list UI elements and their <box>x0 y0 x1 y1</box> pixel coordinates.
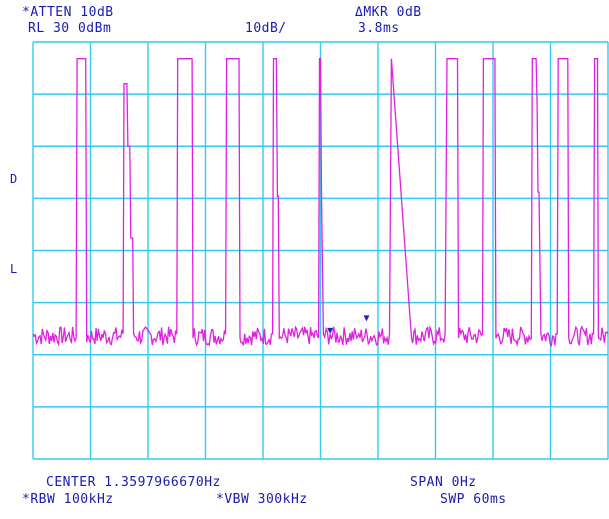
scale-label: 10dB/ <box>245 21 287 36</box>
delta-marker-value: 3.8ms <box>358 21 400 36</box>
marker-point <box>327 327 334 334</box>
vbw-label: *VBW 300kHz <box>216 492 308 507</box>
atten-label: *ATTEN 10dB <box>22 5 114 20</box>
delta-marker-label: ΔMKR 0dB <box>355 5 422 20</box>
marker-point <box>363 315 370 322</box>
ref-level-label: RL 30 0dBm <box>28 21 112 36</box>
span-label: SPAN 0Hz <box>410 475 477 490</box>
center-frequency-label: CENTER 1.3597966670Hz <box>46 475 221 490</box>
sweep-time-label: SWP 60ms <box>440 492 507 507</box>
display-line-marker: D <box>10 172 18 186</box>
threshold-line-marker: L <box>10 262 18 276</box>
rbw-label: *RBW 100kHz <box>22 492 114 507</box>
trace-line <box>32 58 609 348</box>
marker-group <box>327 315 370 334</box>
